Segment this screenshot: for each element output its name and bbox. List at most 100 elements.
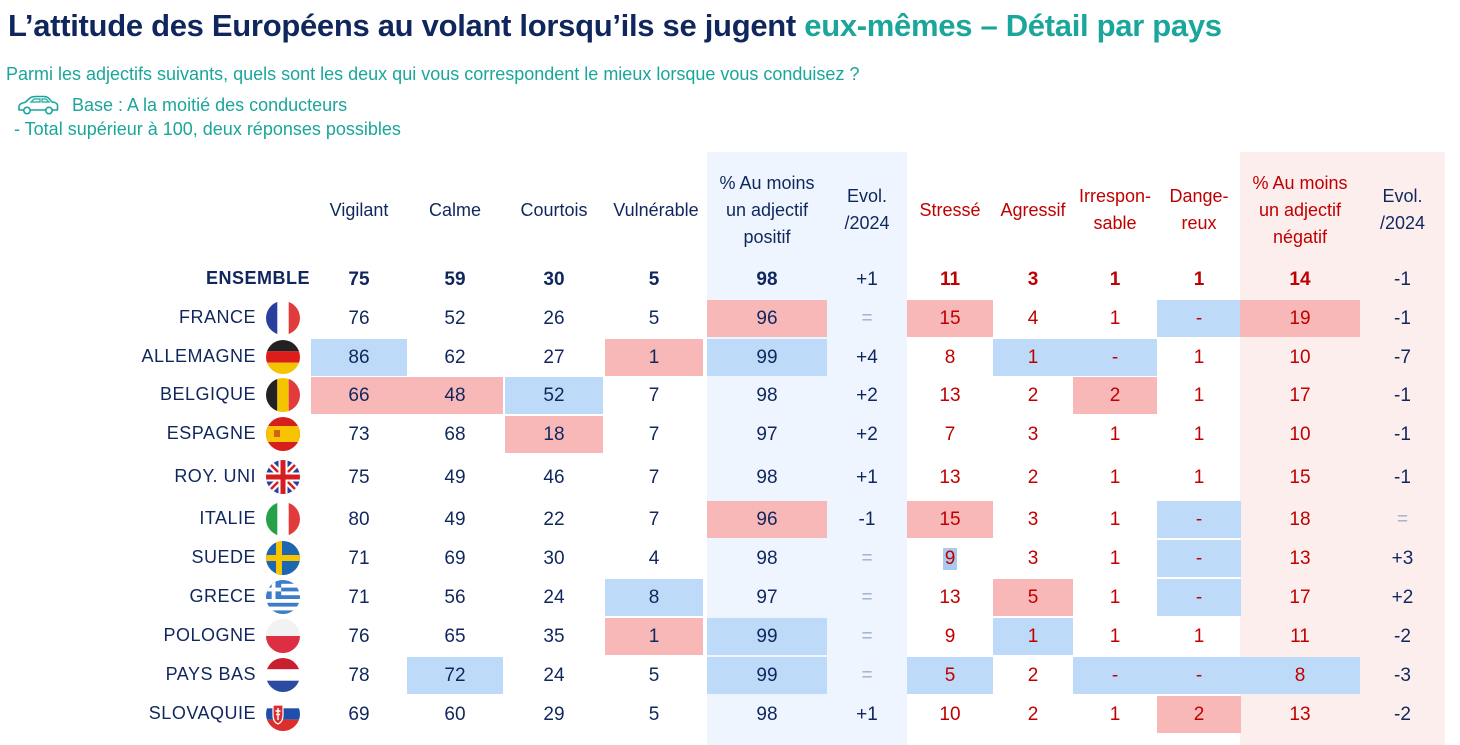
cell-value: 13 — [1289, 547, 1311, 569]
cell-value: 49 — [444, 508, 466, 530]
table-cell: 52 — [505, 377, 603, 414]
cell-value: 69 — [444, 547, 466, 569]
table-cell: 5 — [993, 579, 1073, 616]
table-cell: 2 — [993, 377, 1073, 414]
table-cell: 1 — [1073, 501, 1157, 538]
table-cell: 98 — [707, 261, 827, 298]
column-header: Courtois — [520, 199, 588, 220]
column-header: Calme — [428, 199, 481, 220]
table-cell: 17 — [1240, 377, 1360, 414]
row-label: FRANCE — [178, 307, 256, 327]
cell-value: +1 — [856, 703, 878, 725]
table-cell: 1 — [1157, 377, 1241, 414]
table-cell: 96 — [707, 501, 827, 538]
cell-value: 1 — [1109, 307, 1121, 329]
table-cell: 22 — [505, 501, 603, 538]
table-cell: 1 — [1073, 540, 1157, 577]
table-cell: 10 — [1240, 416, 1360, 453]
cell-value: - — [1195, 586, 1203, 608]
table-cell: 3 — [993, 540, 1073, 577]
table-cell: 1 — [1073, 696, 1157, 733]
cell-value: 1 — [1027, 346, 1039, 368]
table-cell: 30 — [505, 261, 603, 298]
table-cell: 76 — [311, 618, 407, 655]
cell-value: 1 — [1109, 268, 1121, 290]
table-cell: 1 — [993, 339, 1073, 376]
cell-value: 24 — [543, 586, 565, 608]
cell-value: 5 — [648, 664, 660, 686]
table-cell: 7 — [605, 416, 703, 453]
uk-flag-icon — [266, 460, 300, 494]
cell-value: 76 — [348, 307, 370, 329]
cell-value: 1 — [1193, 466, 1205, 488]
cell-value: +2 — [1391, 586, 1414, 608]
table-cell: 15 — [1240, 459, 1360, 496]
cell-value: 1 — [1109, 586, 1121, 608]
table-cell: 69 — [407, 540, 503, 577]
cell-value: 10 — [939, 703, 961, 725]
table-cell: 8 — [605, 579, 703, 616]
cell-value: +1 — [856, 466, 878, 488]
table-cell: 99 — [707, 339, 827, 376]
table-cell: 72 — [407, 657, 503, 694]
cell-value: 1 — [1027, 625, 1039, 647]
spain-flag-icon — [266, 417, 300, 451]
table-cell: 49 — [407, 459, 503, 496]
cell-value: - — [1111, 346, 1119, 368]
table-cell: 2 — [993, 696, 1073, 733]
cell-value: -1 — [1394, 423, 1411, 445]
table-cell: = — [1360, 501, 1445, 538]
row-label: ROY. UNI — [174, 466, 256, 486]
table-cell: 75 — [311, 261, 407, 298]
cell-value: 62 — [444, 346, 466, 368]
table-cell: -1 — [1360, 459, 1445, 496]
column-header: % Au moins un adjectif positif — [719, 172, 815, 247]
table-cell: 1 — [1157, 261, 1241, 298]
row-label: ITALIE — [199, 508, 256, 528]
table-cell: = — [827, 540, 907, 577]
cell-value: 18 — [1289, 508, 1311, 530]
table-cell: 48 — [407, 377, 503, 414]
cell-value: 3 — [1027, 508, 1039, 530]
table-cell: 3 — [993, 261, 1073, 298]
cell-value: 1 — [1109, 625, 1121, 647]
cell-value: 98 — [756, 547, 778, 569]
table-cell: 2 — [1073, 377, 1157, 414]
table-cell: 15 — [907, 300, 993, 337]
column-header: Evol. /2024 — [844, 186, 890, 233]
france-flag-icon — [266, 301, 300, 335]
row-label: ESPAGNE — [166, 423, 256, 443]
cell-value: = — [861, 586, 873, 608]
table-cell: - — [1157, 300, 1241, 337]
cell-value: - — [1195, 508, 1203, 530]
table-cell: 5 — [605, 696, 703, 733]
cell-value: 26 — [543, 307, 565, 329]
table-cell: 2 — [993, 657, 1073, 694]
cell-value: -1 — [1394, 268, 1411, 290]
table-cell: 2 — [1157, 696, 1241, 733]
note-text: - Total supérieur à 100, deux réponses p… — [14, 119, 401, 139]
cell-value: 30 — [543, 547, 565, 569]
cell-value: 65 — [444, 625, 466, 647]
col-bg-negative — [1240, 152, 1445, 745]
cell-value: 8 — [1294, 664, 1306, 686]
cell-value: 1 — [648, 625, 660, 647]
italy-flag-icon — [266, 502, 300, 536]
table-cell: 2 — [993, 459, 1073, 496]
table-cell: 1 — [1073, 300, 1157, 337]
table-cell: +2 — [1360, 579, 1445, 616]
cell-value: 10 — [1289, 346, 1311, 368]
table-cell: = — [827, 657, 907, 694]
cell-value: 30 — [543, 268, 565, 290]
cell-value: 18 — [543, 423, 565, 445]
cell-value: 15 — [1289, 466, 1311, 488]
germany-flag-icon — [266, 340, 300, 374]
table-cell: 98 — [707, 696, 827, 733]
cell-value: 97 — [756, 586, 778, 608]
cell-value: -2 — [1394, 703, 1411, 725]
cell-value: 17 — [1289, 586, 1311, 608]
table-cell: 1 — [1073, 579, 1157, 616]
table-cell: +1 — [827, 261, 907, 298]
row-label: SUEDE — [191, 547, 256, 567]
table-cell: 4 — [993, 300, 1073, 337]
